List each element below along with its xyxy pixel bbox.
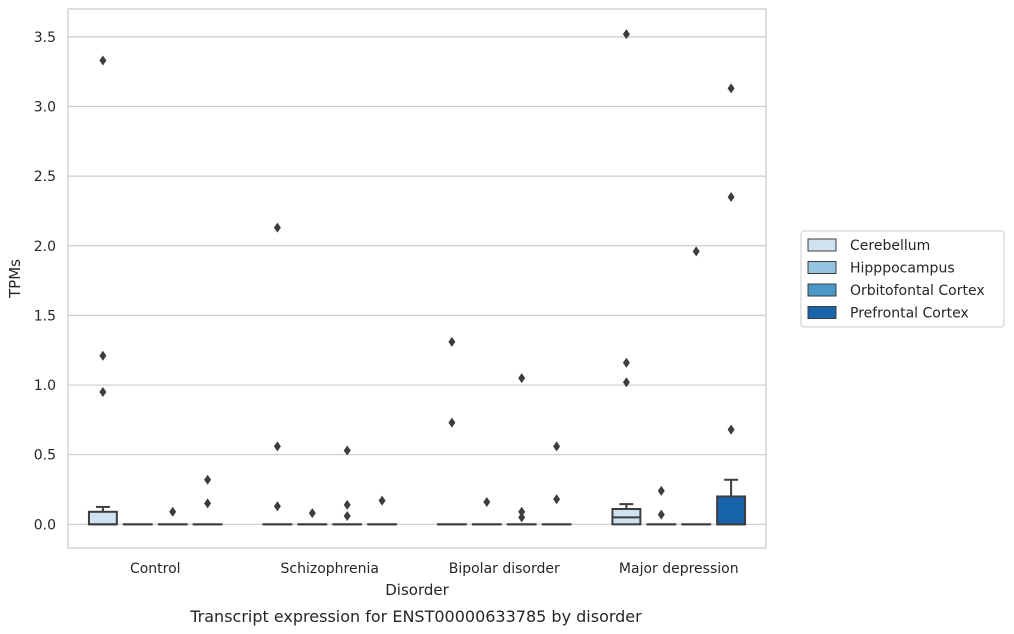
outlier-point: [378, 495, 386, 506]
box: [87, 510, 118, 526]
legend-label: Hipppocampus: [850, 261, 955, 277]
x-tick-label: Bipolar disorder: [449, 561, 560, 577]
outlier-point: [483, 497, 491, 508]
outlier-point: [273, 222, 281, 233]
outlier-point: [553, 494, 561, 505]
y-tick-label: 0.0: [34, 517, 56, 533]
legend-swatch: [807, 283, 837, 297]
y-tick-label: 1.5: [34, 308, 56, 324]
box-hipppocampus: [471, 497, 502, 526]
outlier-point: [727, 83, 735, 94]
box-orbitofontal-cortex: [506, 373, 537, 526]
outlier-point: [273, 441, 281, 452]
y-tick-label: 1.0: [34, 378, 56, 394]
legend-label: Prefrontal Cortex: [850, 306, 969, 322]
x-tick-label: Control: [130, 561, 181, 577]
x-tick-label: Schizophrenia: [281, 561, 379, 577]
outlier-point: [343, 499, 351, 510]
outlier-point: [727, 424, 735, 435]
legend-label: Cerebellum: [850, 238, 930, 254]
x-axis-label: Disorder: [385, 581, 449, 599]
outlier-point: [622, 29, 630, 40]
outlier-point: [622, 377, 630, 388]
outlier-point: [273, 501, 281, 512]
outlier-point: [99, 387, 107, 398]
y-tick-label: 2.0: [34, 239, 56, 255]
outlier-point: [204, 498, 212, 509]
legend-label: Orbitofontal Cortex: [850, 283, 985, 299]
outlier-point: [727, 192, 735, 203]
outlier-point: [553, 441, 561, 452]
outlier-point: [518, 512, 526, 523]
y-tick-label: 2.5: [34, 169, 56, 185]
outlier-point: [518, 506, 526, 517]
outlier-point: [518, 373, 526, 384]
legend-swatch: [807, 306, 837, 319]
box-prefrontal-cortex: [192, 474, 223, 526]
legend-swatch: [807, 238, 837, 252]
grid-lines: [68, 36, 766, 525]
outlier-point: [204, 474, 212, 485]
outlier-point: [308, 508, 316, 519]
box-prefrontal-cortex: [716, 83, 747, 526]
outlier-point: [169, 506, 177, 517]
box-orbitofontal-cortex: [157, 506, 188, 526]
outlier-point: [343, 445, 351, 456]
legend: Cerebellum Hipppocampus Orbitofontal Corte…: [800, 230, 1005, 328]
outlier-point: [448, 417, 456, 428]
y-axis: 0.0 0.5 1.0 1.5 2.0 2.5 3.0 3.5: [34, 30, 56, 533]
box-cerebellum: [436, 336, 467, 526]
y-tick-label: 0.5: [34, 448, 56, 464]
box-cerebellum: [611, 29, 642, 526]
box-orbitofontal-cortex: [681, 246, 712, 526]
outlier-point: [448, 336, 456, 347]
chart-caption: Transcript expression for ENST0000063378…: [189, 607, 642, 626]
plot-frame: [67, 8, 767, 549]
box-cerebellum: [262, 222, 293, 526]
box: [716, 495, 747, 526]
y-tick-label: 3.0: [34, 99, 56, 115]
legend-swatch: [807, 261, 837, 274]
outlier-point: [99, 350, 107, 361]
outlier-point: [99, 55, 107, 66]
x-tick-label: Major depression: [619, 561, 739, 577]
box-cerebellum: [87, 55, 118, 526]
x-axis: Control Schizophrenia Bipolar disorder Majo…: [130, 561, 739, 577]
box-prefrontal-cortex: [367, 495, 398, 526]
box-prefrontal-cortex: [541, 441, 572, 526]
outlier-point: [657, 485, 665, 496]
y-axis-label: TPMs: [6, 259, 24, 299]
outlier-point: [692, 246, 700, 257]
outlier-point: [657, 509, 665, 520]
box-orbitofontal-cortex: [332, 445, 363, 526]
box-hipppocampus: [297, 508, 328, 526]
plot-area: [87, 29, 747, 526]
outlier-point: [343, 510, 351, 521]
outlier-point: [622, 357, 630, 368]
y-tick-label: 3.5: [34, 30, 56, 46]
box-hipppocampus: [646, 485, 677, 526]
legend-frame: [800, 230, 1005, 328]
